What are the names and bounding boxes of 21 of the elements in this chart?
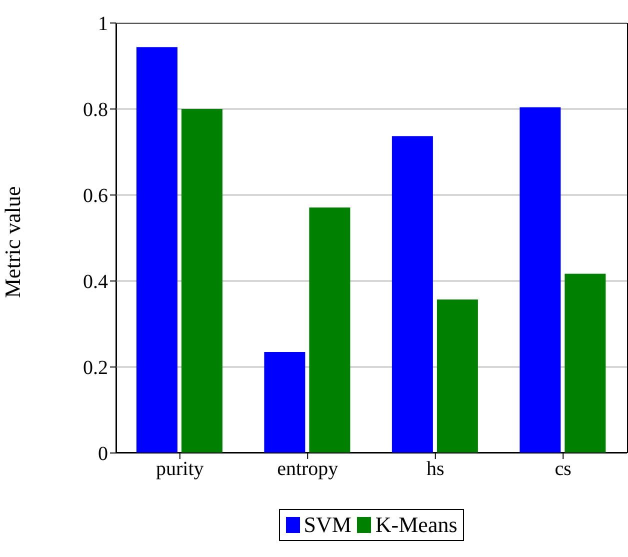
bar: [309, 207, 350, 453]
bar: [136, 47, 178, 453]
y-tick-label: 0.4: [83, 271, 108, 294]
bar: [181, 109, 222, 453]
x-tick-label: entropy: [277, 458, 338, 480]
y-tick-label: 0.6: [83, 185, 108, 208]
legend-label: SVM: [302, 512, 352, 538]
bar: [264, 352, 306, 453]
y-tick-label: 0: [98, 443, 108, 466]
legend-label: K-Means: [374, 512, 458, 538]
x-tick-label: cs: [554, 458, 572, 480]
x-tick-label: purity: [156, 458, 204, 480]
bar: [436, 299, 478, 453]
bar: [564, 274, 606, 453]
y-tick-label: 1: [98, 13, 108, 36]
bar: [392, 136, 433, 453]
y-tick-label: 0.8: [83, 99, 108, 122]
y-tick-label: 0.2: [83, 357, 108, 380]
bar: [520, 107, 561, 453]
x-tick-label: hs: [426, 458, 444, 480]
y-axis-title: Metric value: [0, 186, 25, 298]
